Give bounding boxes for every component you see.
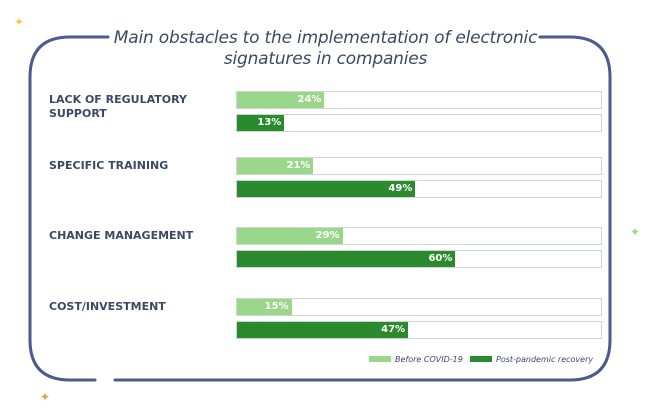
legend-label-before: Before COVID-19 xyxy=(395,354,463,364)
bar-value-label: 49% xyxy=(388,183,413,194)
sparkle-icon: ✦ xyxy=(40,390,51,404)
bar-track: 13% xyxy=(236,114,602,132)
chart-title-line-1: Main obstacles to the implementation of … xyxy=(113,28,538,48)
category-label: LACK OF REGULATORY SUPPORT xyxy=(49,93,187,120)
legend-swatch-post xyxy=(470,356,492,362)
legend-item-before: Before COVID-19 xyxy=(369,353,463,365)
sparkle-icon: ✦ xyxy=(630,225,641,239)
bar-value-label: 15% xyxy=(264,301,289,312)
category-label: COST/INVESTMENT xyxy=(49,300,166,313)
bar-track: 24% xyxy=(236,91,602,109)
bar-track: 47% xyxy=(236,321,602,339)
bar-value-label: 47% xyxy=(381,324,406,335)
sparkle-icon: ✦ xyxy=(14,15,25,29)
legend-item-post: Post-pandemic recovery xyxy=(470,353,593,365)
bar-track: 15% xyxy=(236,298,602,316)
bar-post-pandemic: 13% xyxy=(237,115,285,131)
bar-value-label: 13% xyxy=(257,117,282,128)
bar-before-covid: 29% xyxy=(237,228,343,244)
legend-label-post: Post-pandemic recovery xyxy=(496,354,594,364)
bar-track: 49% xyxy=(236,180,602,198)
bar-track: 29% xyxy=(236,227,602,245)
bar-before-covid: 15% xyxy=(237,299,292,315)
bar-post-pandemic: 47% xyxy=(237,322,409,338)
bar-before-covid: 21% xyxy=(237,158,314,174)
bar-value-label: 24% xyxy=(297,94,322,105)
legend-swatch-before xyxy=(369,356,391,362)
bar-before-covid: 24% xyxy=(237,92,325,108)
bar-post-pandemic: 49% xyxy=(237,181,416,197)
category-label: CHANGE MANAGEMENT xyxy=(49,229,194,242)
bar-value-label: 21% xyxy=(286,160,311,171)
bar-track: 60% xyxy=(236,250,602,268)
bar-value-label: 29% xyxy=(315,230,340,241)
bar-post-pandemic: 60% xyxy=(237,251,456,267)
bar-track: 21% xyxy=(236,157,602,175)
chart-title-line-2: signatures in companies xyxy=(223,49,428,69)
category-label: SPECIFIC TRAINING xyxy=(49,159,169,172)
bar-value-label: 60% xyxy=(428,253,453,264)
